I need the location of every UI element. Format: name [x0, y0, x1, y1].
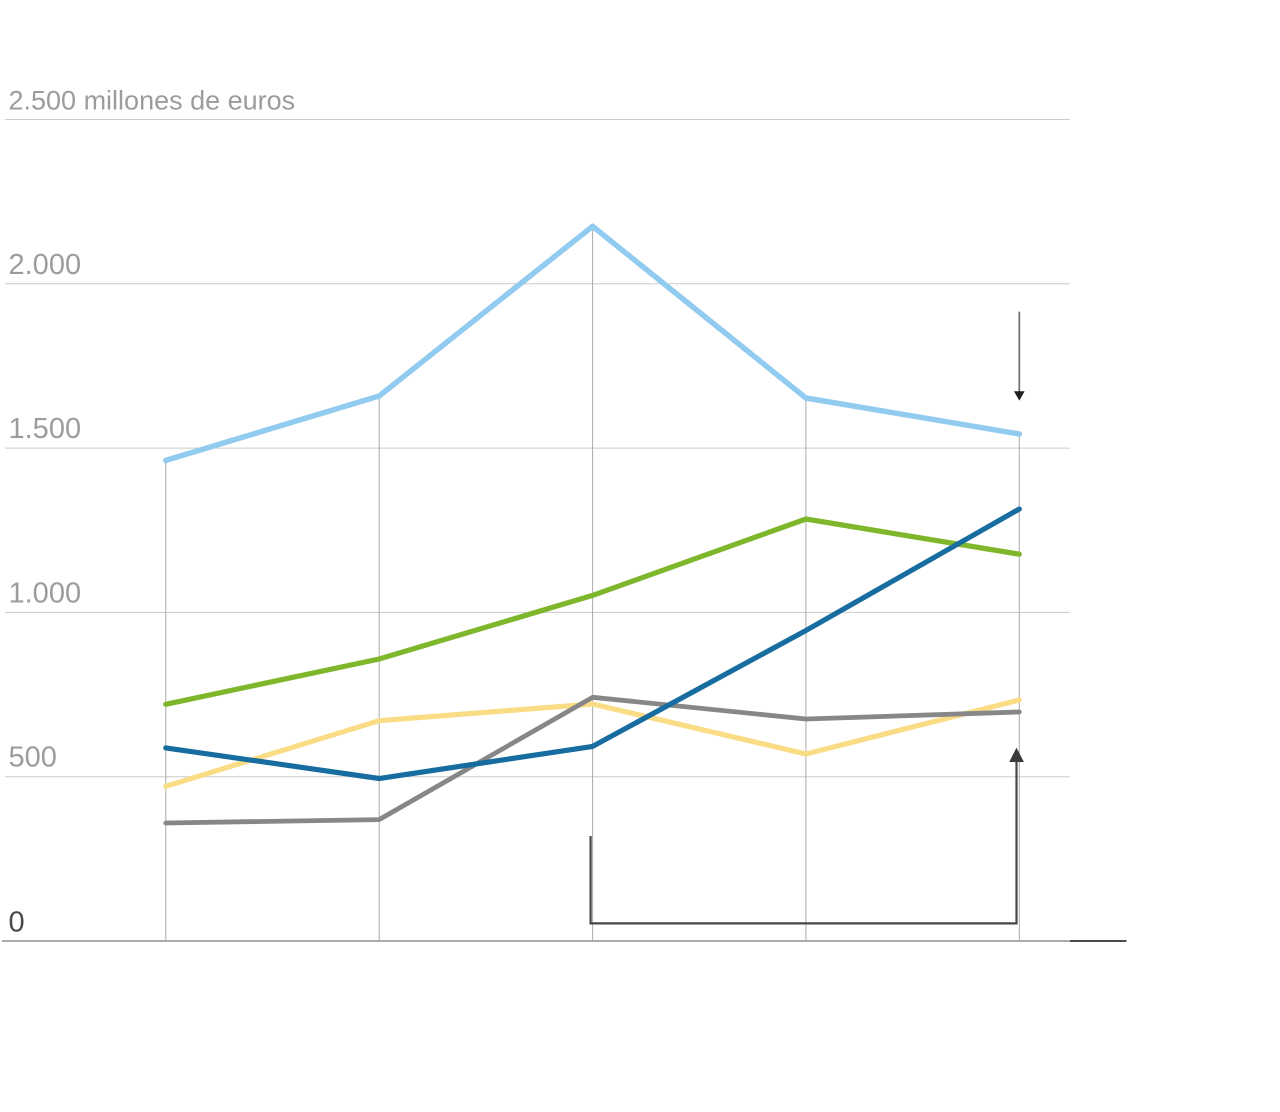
svg-text:1.500: 1.500	[9, 413, 82, 445]
svg-text:2.000: 2.000	[9, 249, 82, 281]
svg-text:500: 500	[9, 742, 57, 774]
svg-text:0: 0	[9, 907, 25, 939]
svg-text:2.500 millones de euros: 2.500 millones de euros	[9, 86, 296, 116]
svg-text:1.000: 1.000	[9, 577, 82, 609]
